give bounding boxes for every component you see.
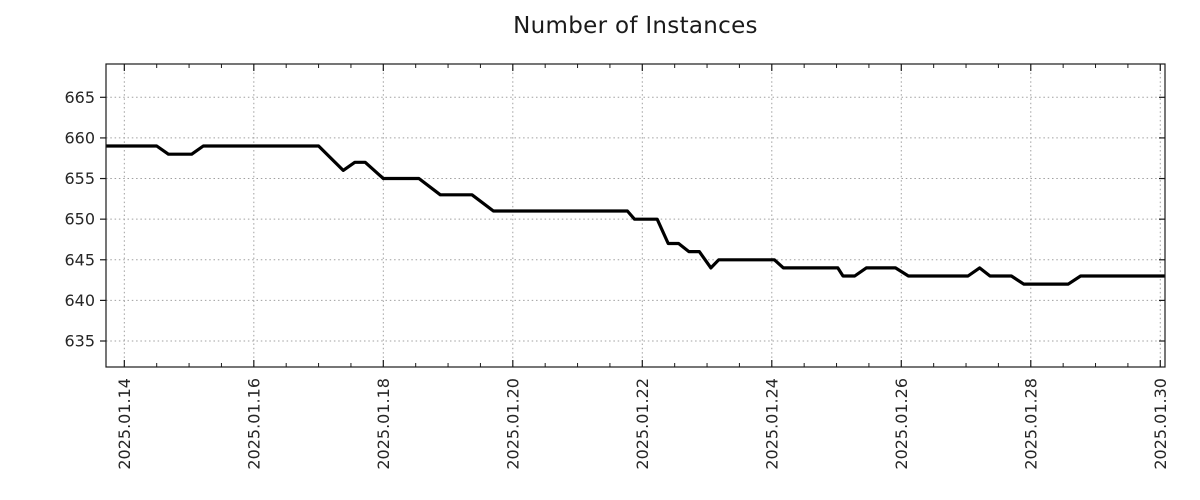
- x-tick-label: 2025.01.22: [633, 378, 652, 470]
- series-line-instances: [106, 144, 1165, 286]
- data-series: [106, 144, 1165, 286]
- x-tick-label: 2025.01.20: [503, 378, 522, 470]
- chart-title: Number of Instances: [513, 13, 758, 39]
- x-axis-labels: 2025.01.14 2025.01.16 2025.01.18 2025.01.20…: [115, 378, 1170, 470]
- gridlines: [106, 64, 1165, 367]
- x-tick-label: 2025.01.30: [1151, 378, 1170, 470]
- x-tick-label: 2025.01.28: [1021, 378, 1040, 470]
- y-tick-label: 655: [64, 169, 95, 188]
- y-axis-labels: 635 640 645 650 655 660 665: [64, 88, 95, 351]
- y-tick-label: 645: [64, 250, 95, 269]
- y-tick-label: 640: [64, 291, 95, 310]
- y-tick-label: 650: [64, 210, 95, 229]
- x-tick-label: 2025.01.16: [244, 378, 263, 470]
- x-tick-label: 2025.01.18: [374, 378, 393, 470]
- y-tick-label: 665: [64, 88, 95, 107]
- y-tick-label: 635: [64, 332, 95, 351]
- plot-border: [105, 63, 1166, 368]
- x-tick-label: 2025.01.26: [892, 378, 911, 470]
- x-tick-label: 2025.01.14: [115, 378, 134, 470]
- x-tick-label: 2025.01.24: [762, 378, 781, 470]
- y-tick-label: 660: [64, 128, 95, 147]
- axis-ticks: [100, 64, 1165, 367]
